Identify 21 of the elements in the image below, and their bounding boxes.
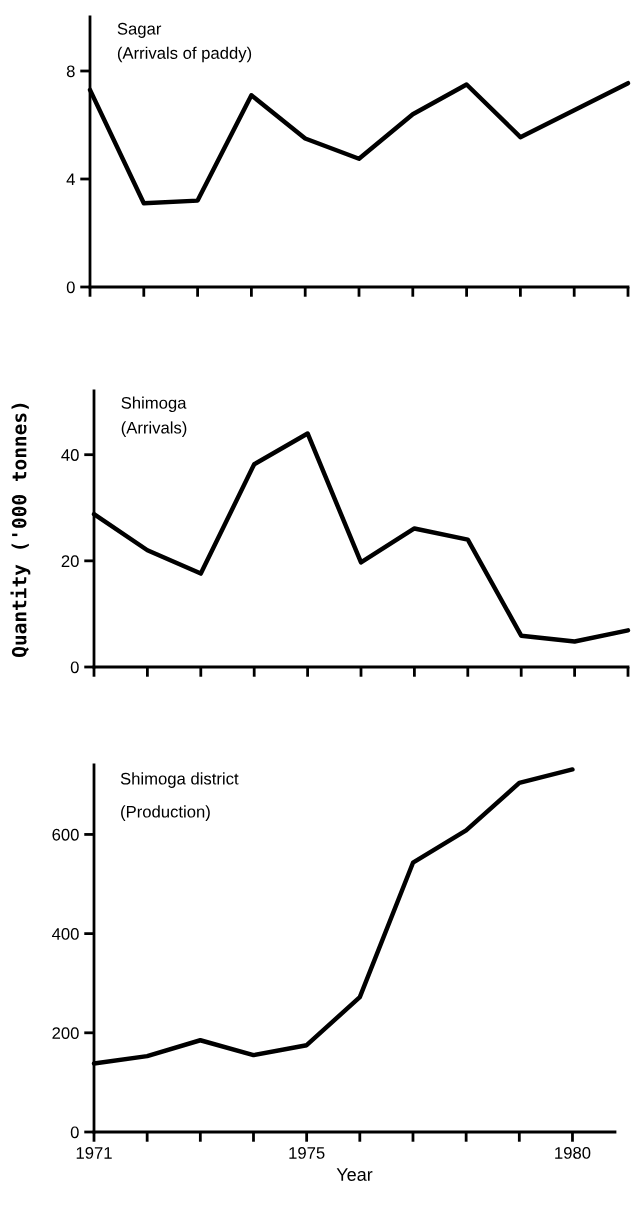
y-tick-label: 600	[52, 828, 79, 841]
y-tick-label: 200	[52, 1027, 79, 1040]
x-tick-label: 1975	[289, 1147, 325, 1159]
x-axis-title: Year	[336, 1168, 373, 1181]
y-tick-label: 0	[66, 281, 75, 294]
chart-title: Sagar	[117, 22, 162, 38]
text: (Arrivals)	[121, 421, 187, 437]
y-tick-label: 4	[66, 173, 75, 186]
chart-title: Shimoga district	[120, 772, 239, 788]
x-tick-label: 1971	[76, 1147, 112, 1159]
y-tick-label: 400	[51, 928, 79, 940]
y-tick-label: 0	[70, 661, 79, 674]
y-tick-label: 40	[61, 449, 79, 461]
y-axis-title: Quantity ('000 tonnes)	[10, 403, 31, 657]
x-tick-label: 1980	[555, 1147, 591, 1159]
text: (Production)	[121, 805, 210, 821]
y-tick-label: 0	[70, 1126, 79, 1139]
text: (Arrivals of paddy)	[117, 46, 252, 63]
y-tick-label: 8	[66, 65, 75, 78]
y-tick-label: 20	[61, 555, 79, 568]
chart-title: Shimoga	[121, 396, 187, 413]
